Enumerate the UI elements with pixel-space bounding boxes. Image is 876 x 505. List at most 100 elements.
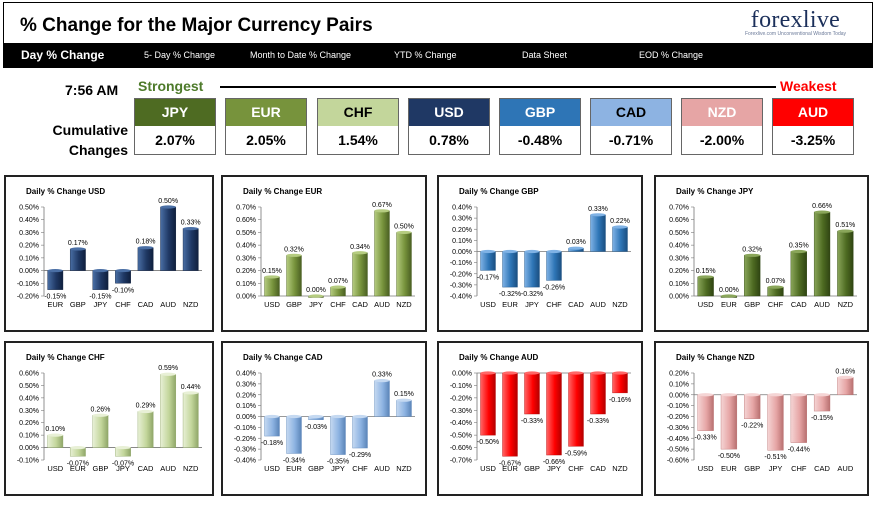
nav-ytd-change[interactable]: YTD % Change	[394, 50, 457, 60]
data-label: 0.10%	[45, 426, 65, 433]
x-tick-label: AUD	[374, 300, 390, 309]
y-tick-label: 0.10%	[236, 403, 256, 410]
y-tick-label: 0.00%	[236, 414, 256, 421]
y-tick-label: 0.20%	[236, 268, 256, 275]
bar-usd	[480, 372, 496, 436]
currency-name: USD	[409, 99, 489, 126]
bar-cap	[47, 268, 63, 273]
data-label: -0.18%	[261, 440, 283, 447]
y-tick-label: -0.40%	[450, 420, 472, 427]
data-label: -0.22%	[741, 423, 763, 430]
bar-cap	[183, 391, 199, 395]
data-label: 0.51%	[835, 222, 855, 229]
currency-cumulative-value: 0.78%	[429, 132, 469, 148]
nav-5day-change[interactable]: 5- Day % Change	[144, 50, 216, 60]
chart-panel-jpy: Daily % Change JPY 0.70% 0.60% 0.50% 0.40% 0.…	[654, 175, 869, 332]
y-tick-label: 0.70%	[669, 205, 689, 212]
bar-cap	[47, 433, 63, 437]
nav-month-to-date[interactable]: Month to Date % Change	[250, 50, 352, 60]
x-tick-label: GBP	[524, 464, 540, 473]
data-label: -0.15%	[44, 294, 66, 301]
bar-cap	[137, 246, 154, 250]
bar-cap	[697, 393, 714, 397]
x-tick-label: EUR	[721, 464, 737, 473]
x-tick-label: JPY	[769, 464, 783, 473]
bar-usd	[697, 276, 714, 297]
data-label: 0.22%	[610, 218, 630, 225]
currency-box-gbp: GBP -0.48%	[499, 98, 581, 155]
x-tick-label: CHF	[352, 464, 368, 473]
bar-eur	[47, 270, 64, 290]
bar-jpy	[524, 251, 540, 288]
bar-usd	[47, 434, 64, 448]
chart-panel-nzd: Daily % Change NZD 0.20% 0.10% 0.00% -0.10% -…	[654, 341, 869, 496]
bar-cap	[524, 249, 540, 254]
y-tick-label: 0.00%	[19, 268, 39, 275]
chart-title: Daily % Change EUR	[243, 187, 322, 196]
bar-cap	[502, 371, 518, 375]
data-label: 0.33%	[372, 372, 392, 379]
y-tick-label: 0.20%	[669, 371, 689, 378]
currency-box-cad: CAD -0.71%	[590, 98, 672, 155]
y-tick-label: -0.20%	[234, 436, 256, 443]
y-tick-label: 0.40%	[19, 217, 39, 224]
x-tick-label: CHF	[330, 300, 346, 309]
x-tick-label: EUR	[70, 464, 86, 473]
y-tick-label: 0.00%	[669, 392, 689, 399]
nav-day-change[interactable]: Day % Change	[21, 48, 105, 62]
chart-chf: Daily % Change CHF 0.60% 0.50% 0.40% 0.30% 0.…	[17, 353, 202, 473]
nav-eod-change[interactable]: EOD % Change	[639, 50, 704, 60]
x-tick-label: NZD	[612, 300, 628, 309]
currency-name: JPY	[135, 99, 215, 126]
bar-nzd	[396, 232, 412, 297]
data-label: 0.29%	[136, 403, 156, 410]
bar-jpy	[92, 270, 109, 290]
bar-chf	[568, 372, 584, 447]
bar-aud	[160, 206, 177, 271]
bar-aud	[374, 380, 390, 417]
data-label: -0.16%	[609, 397, 631, 404]
bar-cap	[286, 253, 302, 257]
y-tick-label: 0.50%	[19, 205, 39, 212]
y-tick-label: 0.00%	[452, 249, 472, 256]
y-tick-label: 0.20%	[19, 243, 39, 250]
y-tick-label: 0.60%	[19, 371, 39, 378]
strongest-label: Strongest	[138, 78, 204, 94]
chart-title: Daily % Change CHF	[26, 353, 105, 362]
nav-data-sheet[interactable]: Data Sheet	[522, 50, 568, 60]
data-label: -0.17%	[477, 274, 499, 281]
data-label: 0.50%	[394, 223, 414, 230]
bar-usd	[264, 416, 280, 437]
y-tick-label: 0.00%	[669, 294, 689, 301]
y-tick-label: 0.10%	[236, 281, 256, 288]
data-label: 0.17%	[68, 240, 88, 247]
data-label: -0.44%	[788, 447, 810, 454]
chart-panel-chf: Daily % Change CHF 0.60% 0.50% 0.40% 0.30% 0.…	[4, 341, 214, 496]
data-label: -0.03%	[305, 424, 327, 431]
bar-cap	[374, 379, 390, 383]
bar-cad	[137, 411, 154, 448]
header-bar: % Change for the Major Currency Pairs fo…	[3, 2, 873, 44]
x-tick-label: EUR	[721, 300, 737, 309]
x-tick-label: USD	[698, 300, 714, 309]
y-tick-label: 0.20%	[236, 392, 256, 399]
y-tick-label: 0.50%	[669, 230, 689, 237]
y-tick-label: 0.30%	[236, 381, 256, 388]
x-tick-label: EUR	[286, 464, 302, 473]
data-label: -0.33%	[521, 418, 543, 425]
data-label: 0.33%	[588, 206, 608, 213]
bar-cap	[546, 249, 562, 254]
bar-cap	[767, 285, 784, 289]
forexlive-logo[interactable]: forexlive Forexlive.com Unconventional W…	[745, 7, 846, 37]
bar-cap	[612, 371, 628, 375]
y-tick-label: -0.70%	[450, 458, 472, 465]
currency-name: CHF	[318, 99, 398, 126]
bar-eur	[286, 416, 302, 454]
y-tick-label: -0.30%	[450, 282, 472, 289]
chart-panel-cad: Daily % Change CAD 0.40% 0.30% 0.20% 0.10% 0.…	[221, 341, 427, 496]
data-label: 0.03%	[566, 239, 586, 246]
bar-cap	[70, 445, 86, 450]
bar-gbp	[69, 248, 86, 271]
chart-title: Daily % Change NZD	[676, 353, 755, 362]
currency-cumulative-value: 2.05%	[246, 132, 286, 148]
